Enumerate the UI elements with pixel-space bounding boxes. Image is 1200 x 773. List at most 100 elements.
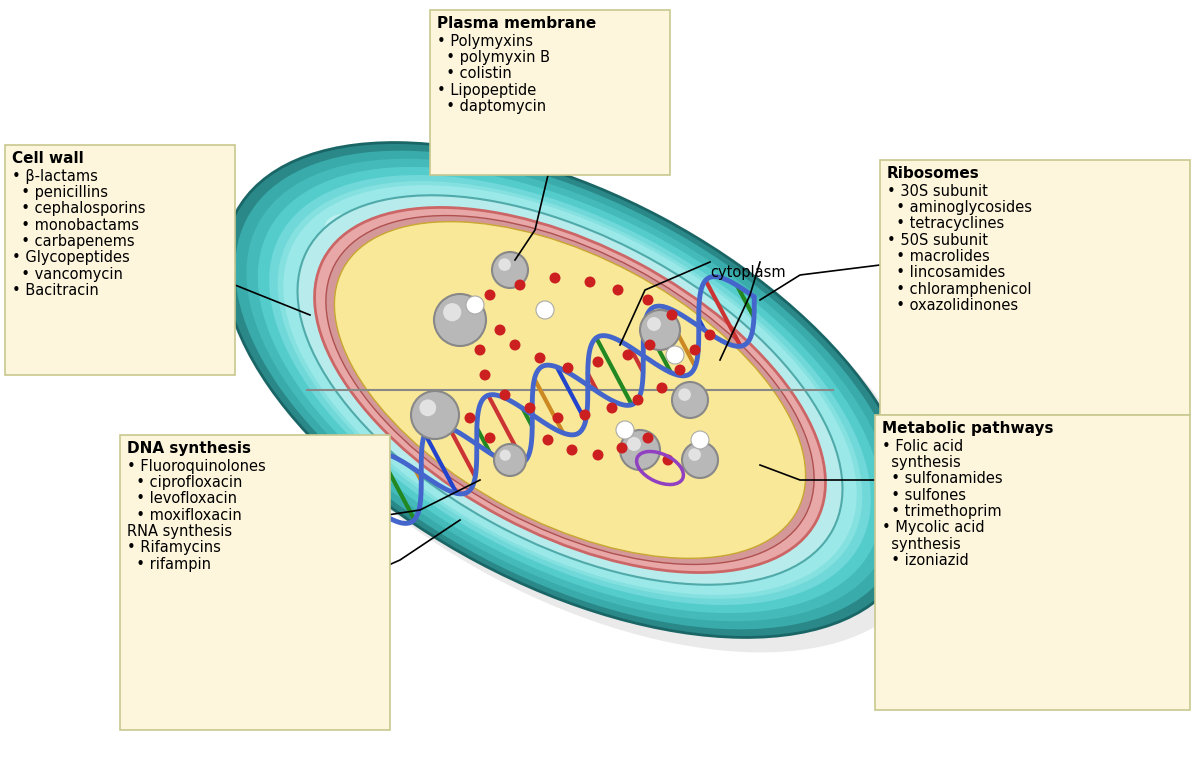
Text: • rifampin: • rifampin (127, 557, 211, 571)
Circle shape (536, 301, 554, 319)
Circle shape (485, 290, 496, 301)
Circle shape (593, 356, 604, 367)
Text: • levofloxacin: • levofloxacin (127, 492, 238, 506)
Circle shape (524, 403, 535, 414)
Text: • Fluoroquinolones: • Fluoroquinolones (127, 459, 265, 474)
Circle shape (552, 413, 564, 424)
Circle shape (498, 258, 511, 271)
Circle shape (499, 390, 510, 400)
Text: Metabolic pathways: Metabolic pathways (882, 421, 1054, 436)
Text: • moxifloxacin: • moxifloxacin (127, 508, 241, 523)
Text: • Rifamycins: • Rifamycins (127, 540, 221, 555)
Text: • ciprofloxacin: • ciprofloxacin (127, 475, 242, 490)
FancyBboxPatch shape (120, 435, 390, 730)
Text: • tetracyclines: • tetracyclines (887, 216, 1004, 231)
Circle shape (616, 421, 634, 439)
Text: • polymyxin B: • polymyxin B (437, 50, 550, 65)
Text: • Folic acid: • Folic acid (882, 439, 964, 454)
Text: DNA synthesis: DNA synthesis (127, 441, 251, 456)
Text: • Polymyxins: • Polymyxins (437, 34, 533, 49)
Circle shape (434, 294, 486, 346)
Text: • oxazolidinones: • oxazolidinones (887, 298, 1018, 313)
Circle shape (593, 450, 604, 461)
Ellipse shape (298, 196, 842, 584)
Text: • monobactams: • monobactams (12, 218, 139, 233)
Circle shape (480, 369, 491, 380)
Ellipse shape (335, 222, 805, 558)
Text: • cephalosporins: • cephalosporins (12, 202, 145, 216)
Circle shape (632, 394, 643, 406)
Ellipse shape (235, 151, 905, 629)
Circle shape (420, 400, 437, 416)
Text: Cell wall: Cell wall (12, 151, 84, 166)
Text: • 30S subunit: • 30S subunit (887, 184, 988, 199)
Circle shape (606, 403, 618, 414)
Text: • lincosamides: • lincosamides (887, 265, 1006, 281)
Text: • penicillins: • penicillins (12, 186, 108, 200)
Circle shape (443, 303, 461, 322)
Ellipse shape (277, 181, 863, 599)
Circle shape (499, 450, 511, 461)
Circle shape (620, 430, 660, 470)
Circle shape (689, 448, 701, 461)
FancyBboxPatch shape (880, 160, 1190, 415)
Circle shape (642, 433, 654, 444)
Circle shape (550, 273, 560, 284)
Text: Plasma membrane: Plasma membrane (437, 16, 596, 31)
FancyBboxPatch shape (5, 145, 235, 375)
Text: • macrolides: • macrolides (887, 249, 990, 264)
Circle shape (656, 383, 667, 393)
Circle shape (612, 284, 624, 295)
Text: • daptomycin: • daptomycin (437, 99, 546, 114)
Circle shape (474, 345, 486, 356)
Text: Ribosomes: Ribosomes (887, 166, 979, 181)
Text: • Glycopeptides: • Glycopeptides (12, 250, 130, 265)
Circle shape (542, 434, 553, 445)
Circle shape (466, 296, 484, 314)
Text: • Mycolic acid: • Mycolic acid (882, 520, 985, 535)
Text: • trimethoprim: • trimethoprim (882, 504, 1002, 519)
Circle shape (674, 365, 685, 376)
Circle shape (515, 280, 526, 291)
Ellipse shape (326, 216, 814, 564)
Circle shape (485, 433, 496, 444)
Text: • sulfones: • sulfones (882, 488, 966, 502)
FancyBboxPatch shape (430, 10, 670, 175)
Text: synthesis: synthesis (882, 455, 961, 470)
Text: • carbapenems: • carbapenems (12, 234, 134, 249)
Ellipse shape (283, 186, 857, 595)
Ellipse shape (246, 158, 894, 621)
Text: • 50S subunit: • 50S subunit (887, 233, 988, 247)
FancyBboxPatch shape (875, 415, 1190, 710)
Circle shape (691, 431, 709, 449)
Ellipse shape (239, 158, 931, 652)
Circle shape (678, 388, 691, 401)
Circle shape (617, 442, 628, 454)
Circle shape (666, 346, 684, 364)
Circle shape (410, 391, 458, 439)
Text: • aminoglycosides: • aminoglycosides (887, 200, 1032, 215)
Ellipse shape (223, 142, 917, 638)
Ellipse shape (269, 175, 871, 605)
Circle shape (510, 339, 521, 350)
Circle shape (494, 325, 505, 335)
Circle shape (626, 437, 641, 451)
Ellipse shape (324, 213, 655, 407)
Circle shape (644, 339, 655, 350)
Circle shape (690, 345, 701, 356)
Text: • sulfonamides: • sulfonamides (882, 472, 1003, 486)
Text: • izoniazid: • izoniazid (882, 553, 968, 568)
Circle shape (623, 349, 634, 360)
Text: • β-lactams: • β-lactams (12, 169, 98, 184)
Circle shape (666, 309, 678, 321)
Text: cytoplasm: cytoplasm (710, 265, 786, 280)
Circle shape (682, 442, 718, 478)
Circle shape (566, 444, 577, 455)
Circle shape (647, 317, 661, 331)
Text: • vancomycin: • vancomycin (12, 267, 122, 281)
Circle shape (672, 382, 708, 418)
Text: • chloramphenicol: • chloramphenicol (887, 281, 1032, 297)
Circle shape (640, 310, 680, 350)
Ellipse shape (258, 167, 882, 613)
Circle shape (584, 277, 595, 288)
